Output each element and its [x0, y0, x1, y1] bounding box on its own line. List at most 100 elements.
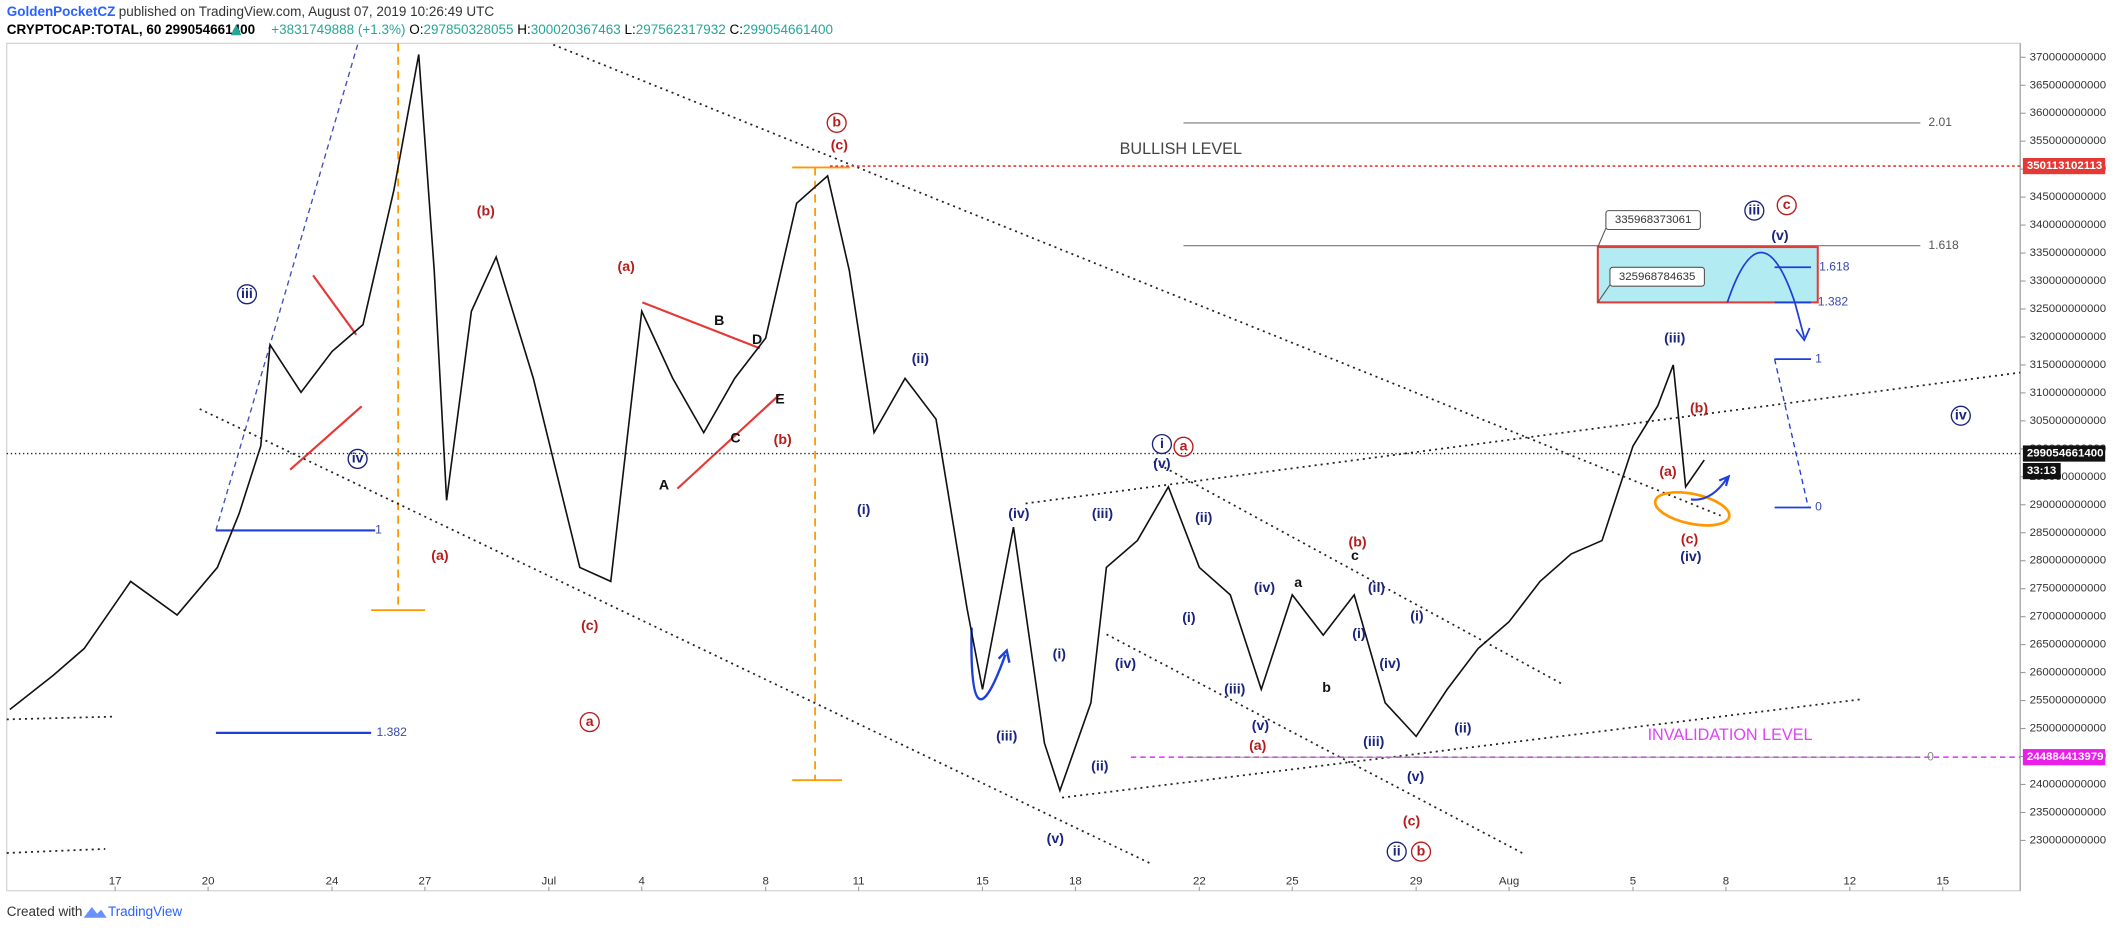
wave-circle	[1151, 433, 1173, 455]
wave-label: iii	[241, 286, 253, 302]
projection-arc	[1726, 251, 1806, 338]
x-tick-label: 12	[1843, 875, 1856, 887]
wave-label: (iv)	[1254, 580, 1276, 596]
curve-arrow	[970, 627, 1011, 701]
wave-circle	[1776, 195, 1797, 216]
wave-label: (iii)	[1664, 331, 1686, 347]
y-tick-label: 230000000000	[2030, 834, 2107, 846]
wave-label: a	[1294, 575, 1302, 591]
wave-circle	[1173, 436, 1194, 457]
wave-label: (iii)	[996, 729, 1018, 745]
wave-label: (c)	[831, 138, 849, 154]
high: 300020367463	[531, 21, 621, 36]
x-tick-label: 11	[853, 875, 865, 887]
tv-logo	[83, 906, 107, 918]
footer-brand: TradingView	[108, 904, 182, 919]
wave-label: (ii)	[1195, 510, 1213, 526]
up-arrow	[230, 24, 242, 36]
wave-label: A	[659, 478, 669, 494]
price-line	[9, 54, 1705, 794]
y-tick-label: 240000000000	[2030, 779, 2107, 791]
published: published on TradingView.com, August 07,…	[119, 4, 495, 19]
wave-label: (iv)	[1680, 549, 1702, 565]
wave-label: (i)	[857, 502, 871, 518]
wave-label: (v)	[1252, 718, 1270, 734]
wave-label: (c)	[581, 618, 599, 634]
y-tick-label: 295000000000	[2030, 471, 2107, 483]
wave-label: (ii)	[1091, 758, 1109, 774]
x-tick-label: 17	[109, 875, 122, 887]
wave-label: (i)	[1182, 610, 1196, 626]
wave-label: (b)	[1349, 534, 1367, 550]
arrow-head	[1795, 327, 1811, 342]
wave-label: (ii)	[1368, 580, 1386, 596]
callout-pointer	[1597, 227, 1607, 248]
x-tick-label: 20	[202, 875, 215, 887]
open-label: O:	[409, 21, 423, 36]
wave-label: BULLISH LEVEL	[1120, 140, 1242, 158]
last: 299054661400	[165, 21, 255, 36]
fib-label: 1.382	[1818, 295, 1849, 309]
wave-label: a	[586, 714, 594, 730]
close: 299054661400	[743, 21, 833, 36]
footer-created: Created with	[7, 904, 83, 919]
callout-box	[1605, 210, 1701, 231]
red-trendline	[289, 405, 363, 471]
wave-label: E	[775, 391, 784, 407]
close-label: C:	[730, 21, 744, 36]
price-label-box	[2022, 445, 2106, 462]
channel-line	[6, 848, 106, 854]
open: 297850328055	[424, 21, 514, 36]
wave-circle	[1386, 841, 1407, 862]
y-tick-label: 290000000000	[2030, 499, 2107, 511]
price-label-box	[2022, 462, 2061, 480]
x-tick-label: 4	[639, 875, 646, 887]
fib-label: 1.618	[1819, 260, 1850, 274]
wave-label: b	[1417, 843, 1426, 859]
y-tick-label: 275000000000	[2030, 583, 2107, 595]
wave-circle	[347, 448, 368, 470]
wave-circle	[579, 711, 600, 733]
symbol: CRYPTOCAP:TOTAL, 60	[7, 21, 162, 36]
callout-pointer	[1597, 284, 1611, 303]
x-tick-label: 27	[419, 875, 432, 887]
wave-label: (i)	[1352, 626, 1366, 642]
wave-label: INVALIDATION LEVEL	[1648, 726, 1813, 744]
wave-label: a	[1180, 439, 1188, 455]
fib-diagonal	[1773, 358, 1809, 508]
blue-arrow	[1690, 474, 1731, 501]
wave-label: iii	[1748, 202, 1760, 218]
y-tick-label: 260000000000	[2030, 667, 2107, 679]
wave-label: b	[1322, 680, 1331, 696]
x-tick-label: 15	[976, 875, 989, 887]
wave-label: (v)	[1047, 831, 1065, 847]
wave-label: ii	[1393, 843, 1401, 859]
red-trendline	[312, 274, 358, 336]
price-label: 299054661400	[2027, 448, 2104, 460]
y-tick-label: 340000000000	[2030, 219, 2107, 231]
wave-label: c	[1351, 548, 1359, 564]
x-tick-label: 8	[1723, 875, 1729, 887]
y-tick-label: 270000000000	[2030, 611, 2107, 623]
y-tick-label: 280000000000	[2030, 555, 2107, 567]
wave-label: c	[1783, 197, 1791, 213]
red-trendline	[676, 393, 781, 490]
y-tick-label: 365000000000	[2030, 79, 2107, 91]
y-tick-label: 330000000000	[2030, 275, 2107, 287]
wave-label: i	[1160, 436, 1164, 452]
highlight-ellipse	[1653, 490, 1731, 527]
wave-label: (iii)	[1092, 506, 1114, 522]
wave-label: (a)	[1659, 464, 1677, 480]
x-tick-label: 8	[762, 875, 768, 887]
wave-label: (b)	[1690, 401, 1708, 417]
fib-label: 1.618	[1928, 238, 1959, 252]
y-tick-label: 305000000000	[2030, 415, 2107, 427]
wave-label: (i)	[1053, 646, 1067, 662]
high-label: H:	[517, 21, 531, 36]
red-trendline	[641, 301, 761, 350]
fib-label: 2.01	[1928, 115, 1952, 129]
wave-label: (b)	[774, 432, 792, 448]
fib-label: 1.382	[377, 725, 408, 739]
